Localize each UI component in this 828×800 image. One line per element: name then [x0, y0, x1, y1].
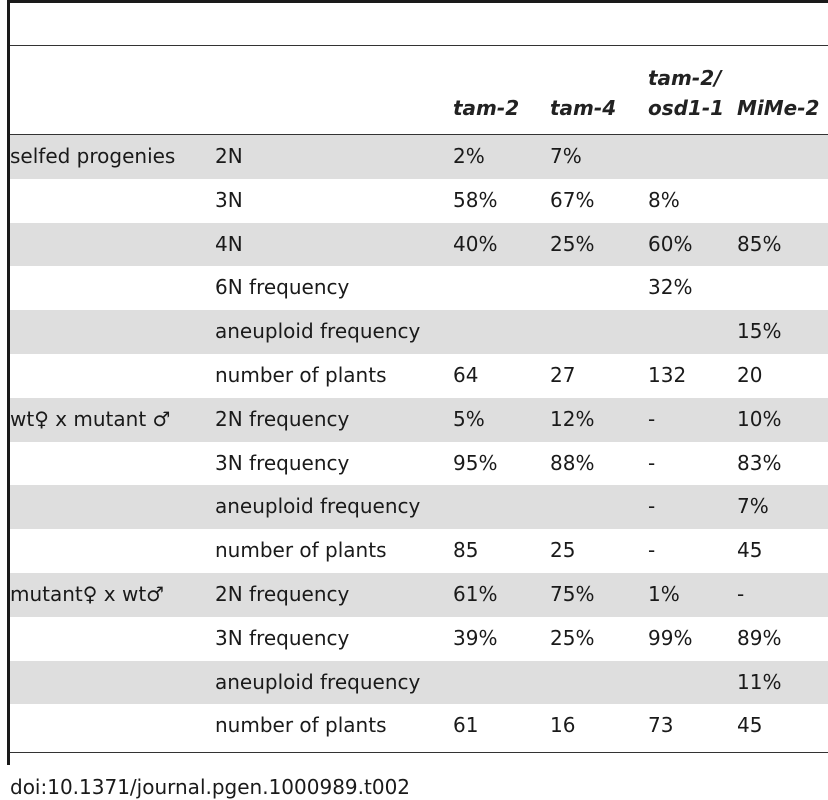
table-row: aneuploid frequency 15% [10, 310, 828, 354]
column-header-tam-2-osd1-1: tam-2/ osd1-1 [648, 66, 725, 120]
row-measure-label: 4N [215, 231, 243, 256]
table-row: number of plants 64 27 132 20 [10, 354, 828, 398]
cell-tam-2-osd1-1: - [648, 494, 656, 519]
cell-tam-2-osd1-1: 60% [648, 231, 693, 256]
cell-tam-4: 12% [550, 406, 595, 431]
cell-tam-4: 25% [550, 625, 595, 650]
row-measure-label: aneuploid frequency [215, 319, 421, 344]
cell-tam-4: 25 [550, 538, 576, 563]
cell-mime-2: - [737, 581, 745, 606]
cell-tam-4: 67% [550, 187, 595, 212]
cell-mime-2: 83% [737, 450, 782, 475]
cell-tam-4: 75% [550, 581, 595, 606]
cell-tam-2: 58% [453, 187, 498, 212]
cell-tam-2-osd1-1: 73 [648, 713, 674, 738]
table-body: selfed progenies 2N 2% 7% 3N 58% 67% 8% 4N 40% 25%… [10, 135, 828, 748]
top-border-rule [7, 0, 828, 3]
cell-tam-2-osd1-1: 99% [648, 625, 693, 650]
table-row: number of plants 61 16 73 45 [10, 704, 828, 748]
table-row: number of plants 85 25 - 45 [10, 529, 828, 573]
row-measure-label: 2N frequency [215, 406, 350, 431]
left-border-rule [7, 0, 10, 765]
cell-tam-2: 95% [453, 450, 498, 475]
cell-tam-2: 40% [453, 231, 498, 256]
table-row: 6N frequency 32% [10, 266, 828, 310]
table-header-row: tam-2 tam-4 tam-2/ osd1-1 MiMe-2 [10, 47, 828, 133]
column-header-tam-4: tam-4 [550, 96, 617, 120]
table-row: mutant♀ x wt♂ 2N frequency 61% 75% 1% - [10, 572, 828, 617]
column-header-mime-2: MiMe-2 [737, 96, 820, 120]
row-measure-label: aneuploid frequency [215, 669, 421, 694]
table-bottom-rule [10, 752, 828, 753]
cell-tam-2: 39% [453, 625, 498, 650]
row-measure-label: 2N frequency [215, 581, 350, 606]
cell-tam-2-osd1-1: - [648, 450, 656, 475]
cell-mime-2: 45 [737, 538, 763, 563]
cell-tam-2: 2% [453, 144, 485, 168]
cell-tam-2: 64 [453, 362, 479, 387]
cell-mime-2: 11% [737, 669, 782, 694]
table-row: 3N frequency 39% 25% 99% 89% [10, 617, 828, 661]
cell-mime-2: 20 [737, 362, 763, 387]
row-group-label: mutant♀ x wt♂ [10, 581, 165, 606]
cell-tam-2-osd1-1: - [648, 406, 656, 431]
row-measure-label: 2N [215, 144, 243, 168]
table-row: selfed progenies 2N 2% 7% [10, 135, 828, 179]
table-row: 3N frequency 95% 88% - 83% [10, 442, 828, 486]
cell-mime-2: 85% [737, 231, 782, 256]
cell-tam-2-osd1-1: 1% [648, 581, 680, 606]
cell-tam-4: 25% [550, 231, 595, 256]
cell-tam-2: 5% [453, 406, 485, 431]
cell-tam-2: 85 [453, 538, 479, 563]
table-row: aneuploid frequency 11% [10, 660, 828, 705]
header-bottom-rule [10, 134, 828, 135]
cell-tam-4: 88% [550, 450, 595, 475]
table-row: 3N 58% 67% 8% [10, 179, 828, 223]
row-measure-label: number of plants [215, 538, 387, 563]
cell-tam-4: 27 [550, 362, 576, 387]
row-measure-label: number of plants [215, 362, 387, 387]
cell-tam-4: 7% [550, 144, 582, 168]
doi-caption: doi:10.1371/journal.pgen.1000989.t002 [10, 775, 411, 799]
table-row: aneuploid frequency - 7% [10, 485, 828, 530]
cell-tam-2-osd1-1: 8% [648, 187, 680, 212]
row-group-label: selfed progenies [10, 144, 176, 168]
cell-tam-2-osd1-1: 132 [648, 362, 687, 387]
cell-tam-2: 61 [453, 713, 479, 738]
row-measure-label: 6N frequency [215, 275, 350, 300]
cell-mime-2: 7% [737, 494, 769, 519]
cell-mime-2: 89% [737, 625, 782, 650]
cell-tam-2-osd1-1: - [648, 538, 656, 563]
header-top-rule [10, 45, 828, 46]
cell-tam-4: 16 [550, 713, 576, 738]
row-measure-label: 3N [215, 187, 243, 212]
cell-tam-2-osd1-1: 32% [648, 275, 693, 300]
cell-mime-2: 45 [737, 713, 763, 738]
row-measure-label: 3N frequency [215, 450, 350, 475]
cell-tam-2: 61% [453, 581, 498, 606]
cell-mime-2: 10% [737, 406, 782, 431]
row-measure-label: number of plants [215, 713, 387, 738]
row-measure-label: aneuploid frequency [215, 494, 421, 519]
cell-mime-2: 15% [737, 319, 782, 344]
column-header-tam-2: tam-2 [453, 96, 520, 120]
row-measure-label: 3N frequency [215, 625, 350, 650]
table-row: wt♀ x mutant ♂ 2N frequency 5% 12% - 10% [10, 397, 828, 442]
row-group-label: wt♀ x mutant ♂ [10, 406, 171, 431]
table-row: 4N 40% 25% 60% 85% [10, 222, 828, 267]
